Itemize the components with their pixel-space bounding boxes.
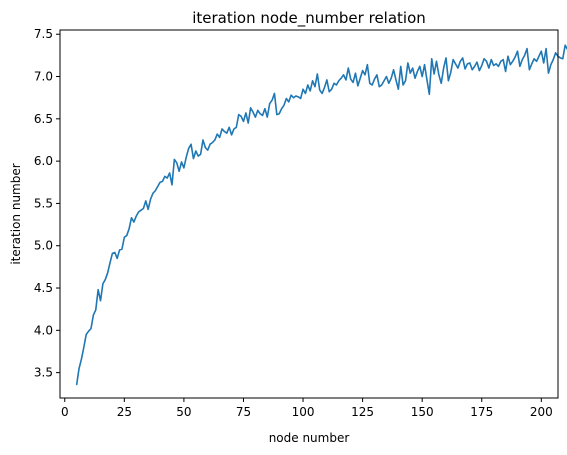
- y-tick-label: 3.5: [34, 366, 53, 380]
- x-axis: 0 25 50 75 100 125 150 175 200: [61, 398, 553, 419]
- y-tick-label: 5.5: [34, 196, 53, 210]
- x-tick-label: 100: [292, 405, 315, 419]
- plot-frame: [59, 29, 559, 399]
- y-tick-label: 7.0: [34, 70, 53, 84]
- y-tick-label: 4.0: [34, 323, 53, 337]
- x-tick-label: 75: [236, 405, 251, 419]
- y-axis-label: iteration number: [9, 163, 23, 264]
- x-tick-label: 50: [176, 405, 191, 419]
- y-axis: 3.5 4.0 4.5 5.0 5.5 6.0 6.5 7.0 7.5: [34, 27, 60, 380]
- x-tick-label: 150: [411, 405, 434, 419]
- x-tick-label: 175: [470, 405, 493, 419]
- x-axis-label: node number: [269, 431, 350, 445]
- y-tick-label: 6.0: [34, 154, 53, 168]
- y-tick-label: 5.0: [34, 239, 53, 253]
- x-tick-label: 200: [530, 405, 553, 419]
- y-tick-label: 6.5: [34, 112, 53, 126]
- y-tick-label: 7.5: [34, 27, 53, 41]
- plot-area: [75, 44, 567, 386]
- x-tick-label: 25: [117, 405, 132, 419]
- x-tick-label: 125: [351, 405, 374, 419]
- chart-title: iteration node_number relation: [192, 9, 426, 28]
- x-tick-label: 0: [61, 405, 69, 419]
- y-tick-label: 4.5: [34, 281, 53, 295]
- series-line-1: [75, 44, 567, 386]
